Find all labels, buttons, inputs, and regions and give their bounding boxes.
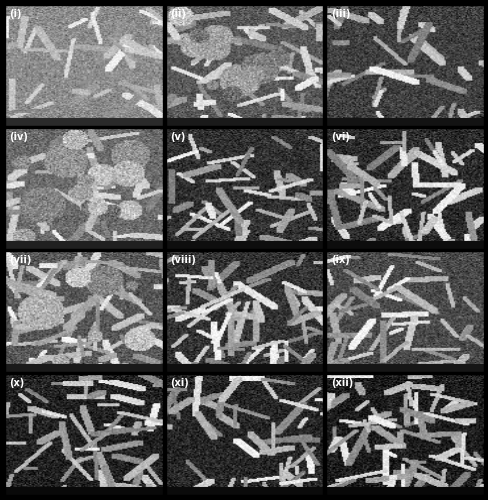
- Text: (v): (v): [170, 132, 185, 141]
- Text: (xii): (xii): [330, 378, 353, 388]
- Text: (xi): (xi): [170, 378, 189, 388]
- Text: (vi): (vi): [330, 132, 349, 141]
- Text: (iii): (iii): [330, 8, 350, 18]
- Text: (x): (x): [10, 378, 25, 388]
- Text: (ix): (ix): [330, 255, 349, 265]
- Text: (i): (i): [10, 8, 22, 18]
- Text: (viii): (viii): [170, 255, 196, 265]
- Text: (ii): (ii): [170, 8, 186, 18]
- Text: (vii): (vii): [10, 255, 32, 265]
- Text: (iv): (iv): [10, 132, 28, 141]
